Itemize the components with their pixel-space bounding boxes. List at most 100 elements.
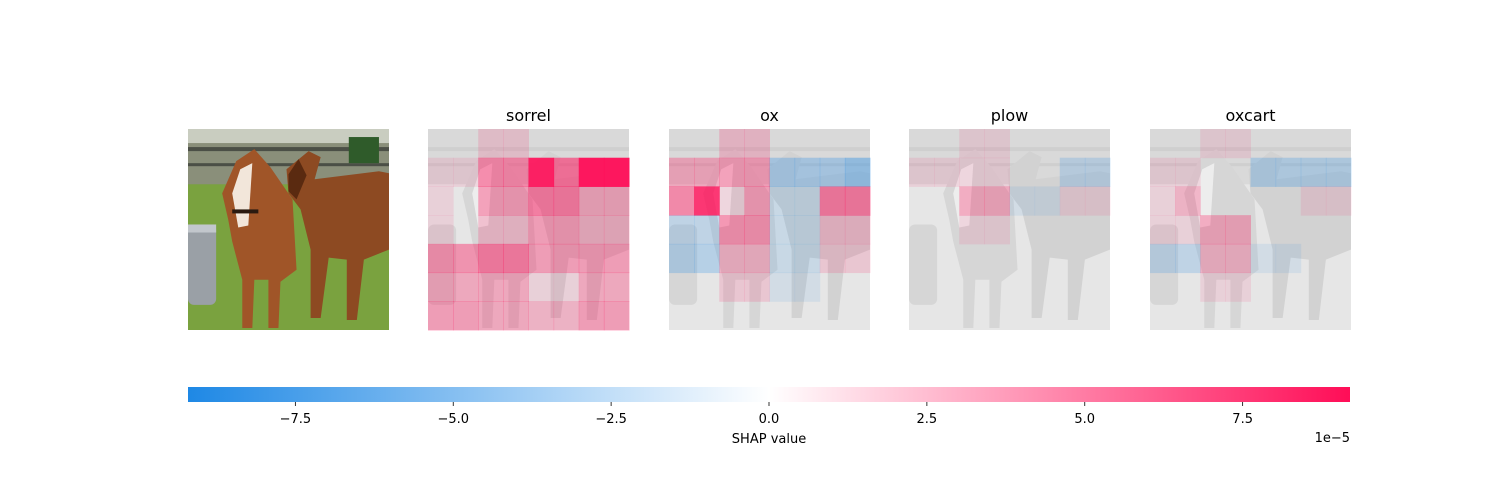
shap-panel-oxcart: oxcart <box>1150 106 1352 330</box>
shap-cell <box>744 272 770 302</box>
shap-cell <box>844 186 871 216</box>
shap-cell <box>428 243 454 274</box>
shap-cell <box>1059 157 1086 187</box>
panel-title: sorrel <box>506 106 551 125</box>
shap-cell <box>794 157 821 187</box>
shap-cell <box>478 157 504 187</box>
colorbar-tick-label: 5.0 <box>1074 412 1095 427</box>
panel-title: plow <box>991 106 1028 125</box>
shap-cell <box>719 157 745 187</box>
shap-cell <box>1084 186 1111 216</box>
shap-cell <box>1175 243 1201 274</box>
shap-cell <box>603 272 630 302</box>
horse-photo-image <box>188 129 389 330</box>
shap-panel-ox: ox <box>669 106 871 330</box>
shap-cell <box>1225 243 1251 274</box>
colorbar-ticks: −7.5 −5.0 −2.5 0.0 2.5 5.0 7.5 <box>280 402 1253 427</box>
shap-cell <box>744 186 770 216</box>
shap-cell <box>844 243 871 274</box>
shap-cell <box>794 215 821 245</box>
shap-cell <box>553 186 580 216</box>
shap-cell <box>1175 215 1201 245</box>
shap-cell <box>528 243 555 274</box>
shap-cell <box>528 272 555 302</box>
shap-cell <box>428 215 454 245</box>
shap-cell <box>719 129 745 159</box>
shap-cell <box>1300 157 1327 187</box>
panel-title: oxcart <box>1226 106 1276 125</box>
shap-cell <box>669 215 695 245</box>
shap-cell <box>694 215 720 245</box>
shap-cell <box>553 301 580 331</box>
colorbar-tick-label: −2.5 <box>595 412 627 427</box>
colorbar: −7.5 −5.0 −2.5 0.0 2.5 5.0 7.5 SHAP value 1e−5 <box>188 387 1350 447</box>
shap-cell <box>603 301 630 331</box>
shap-cell <box>1034 186 1061 216</box>
shap-cell <box>503 186 529 216</box>
shap-cell <box>984 215 1010 245</box>
shap-cell <box>478 186 504 216</box>
shap-cell <box>1225 272 1251 302</box>
shap-panel-sorrel: sorrel <box>428 106 630 331</box>
shap-cell <box>503 215 529 245</box>
shap-cell <box>478 129 504 159</box>
shap-cell <box>603 215 630 245</box>
shap-cell <box>1150 157 1176 187</box>
shap-cell <box>1275 243 1302 274</box>
shap-cell <box>578 272 605 302</box>
colorbar-tick-label: 2.5 <box>917 412 938 427</box>
shap-panels: sorrel ox plow oxcart <box>428 106 1352 331</box>
shap-cell <box>1275 157 1302 187</box>
shap-cell <box>1009 186 1036 216</box>
shap-cell <box>453 272 479 302</box>
shap-cell <box>603 243 630 274</box>
shap-cell <box>794 186 821 216</box>
shap-cell <box>1325 186 1352 216</box>
shap-cell <box>528 215 555 245</box>
shap-cell <box>428 272 454 302</box>
shap-cell <box>934 157 960 187</box>
shap-cell <box>478 243 504 274</box>
shap-cell <box>1200 215 1226 245</box>
shap-cell <box>478 272 504 302</box>
shap-cell <box>769 243 796 274</box>
shap-cell <box>428 186 454 216</box>
shap-cell <box>1250 157 1277 187</box>
shap-cell <box>553 243 580 274</box>
shap-cell <box>553 215 580 245</box>
shap-cell <box>553 157 580 187</box>
shap-cell <box>478 215 504 245</box>
shap-cell <box>603 186 630 216</box>
shap-cell <box>959 129 985 159</box>
shap-cell <box>769 215 796 245</box>
shap-cell <box>694 186 720 216</box>
shap-cell <box>1225 129 1251 159</box>
shap-cell <box>578 157 605 187</box>
shap-cell <box>453 301 479 331</box>
shap-cell <box>769 186 796 216</box>
shap-cell <box>959 157 985 187</box>
colorbar-offset-text: 1e−5 <box>1315 431 1350 446</box>
panel-title: ox <box>760 106 779 125</box>
colorbar-label: SHAP value <box>732 432 806 447</box>
shap-cell <box>578 186 605 216</box>
shap-cell <box>478 301 504 331</box>
shap-cell <box>744 157 770 187</box>
shap-cell <box>719 215 745 245</box>
shap-cell <box>669 186 695 216</box>
shap-cell <box>1150 243 1176 274</box>
shap-cell <box>1300 186 1327 216</box>
shap-cell <box>744 129 770 159</box>
shap-cell <box>719 243 745 274</box>
shap-cell <box>428 301 454 331</box>
shap-cell <box>1200 243 1226 274</box>
shap-cell <box>744 243 770 274</box>
shap-cell <box>669 243 695 274</box>
shap-cell <box>844 215 871 245</box>
shap-cell <box>503 157 529 187</box>
shap-cell <box>1150 186 1176 216</box>
shap-cell <box>719 186 745 216</box>
shap-cell <box>819 186 846 216</box>
shap-cell <box>1059 186 1086 216</box>
shap-cell <box>428 157 454 187</box>
